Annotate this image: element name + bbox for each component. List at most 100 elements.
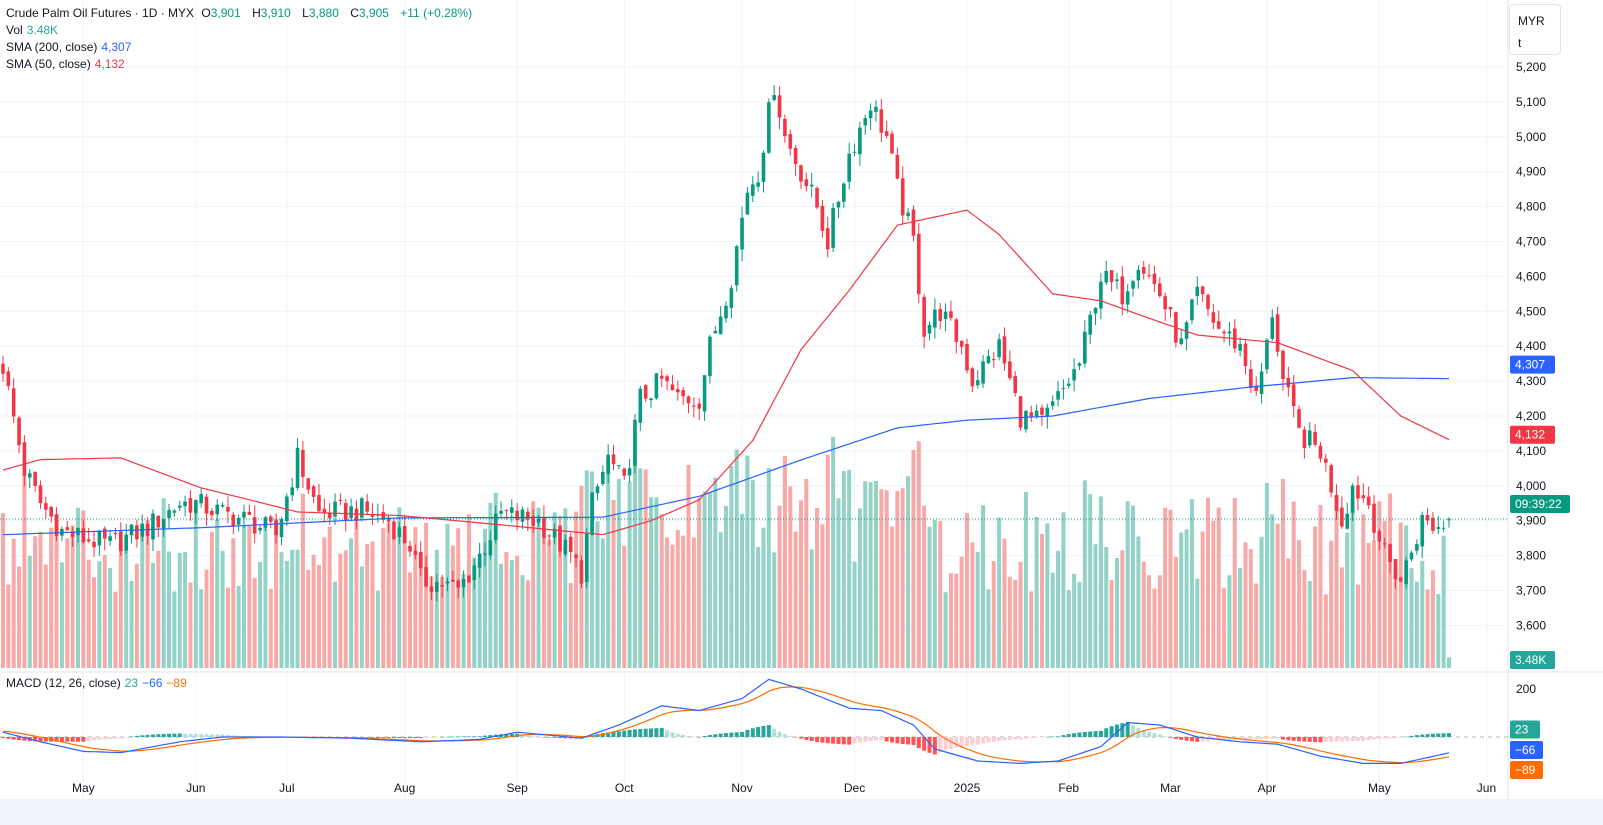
sma200-legend[interactable]: SMA (200, close) 4,307 <box>6 39 135 55</box>
candle-body <box>606 454 610 474</box>
candle-body <box>831 208 835 248</box>
candle-body <box>734 246 739 286</box>
sma50-legend[interactable]: SMA (50, close) 4,132 <box>6 56 129 72</box>
sma200-label: SMA (200, close) <box>6 40 98 54</box>
volume-bar <box>643 469 648 668</box>
volume-bar <box>1 513 5 668</box>
volume-bar <box>54 514 59 668</box>
axes[interactable]: 5,200 5,100 5,000 4,900 4,800 4,700 4,600 4,500… <box>72 60 1546 795</box>
price-tick-label: 4,800 <box>1516 200 1546 214</box>
macd-histogram-bar <box>177 733 182 737</box>
time-tick-label: Feb <box>1058 781 1079 795</box>
candle-body <box>975 380 980 386</box>
candle-body <box>1313 431 1317 445</box>
candle-body <box>729 288 734 308</box>
volume-bar <box>370 541 375 668</box>
macd-histogram-bar <box>654 728 659 737</box>
volume-bar <box>670 544 675 668</box>
macd-histogram-bar <box>1355 737 1360 741</box>
volume-bar <box>1222 588 1227 668</box>
candle-body <box>311 486 316 497</box>
volume-bar <box>1291 501 1296 668</box>
volume-bar <box>215 519 220 668</box>
volume-bar <box>1029 591 1034 668</box>
volume-bar <box>1056 550 1061 668</box>
volume-bar <box>1243 542 1248 668</box>
candle-body <box>595 486 600 494</box>
candle-body <box>1168 307 1173 310</box>
candle-body <box>1184 322 1189 339</box>
candle-body <box>579 560 584 584</box>
candle-body <box>922 296 926 337</box>
volume-bar <box>440 576 445 668</box>
candle-body <box>1425 515 1430 521</box>
volume-bar <box>279 552 284 668</box>
candle-body <box>547 535 552 537</box>
currency-unit-selector[interactable]: MYR t <box>1509 4 1561 55</box>
macd-histogram-bar <box>1425 734 1430 737</box>
macd-line-badge-text: −66 <box>1515 743 1536 757</box>
candle-body <box>622 468 627 476</box>
macd-histogram-bar <box>600 733 605 737</box>
candle-body <box>1222 331 1226 334</box>
macd-histogram-bar <box>932 737 937 755</box>
candle-body <box>242 511 246 518</box>
macd-histogram-bar <box>873 737 878 741</box>
volume-bar <box>1270 514 1275 668</box>
candle-body <box>1409 552 1414 560</box>
macd-histogram-bar <box>472 736 477 737</box>
symbol-legend[interactable]: Crude Palm Oil Futures · 1D · MYX O3,901… <box>6 5 476 21</box>
time-tick-label: Jul <box>279 781 294 795</box>
volume-bar <box>873 480 878 668</box>
volume-legend[interactable]: Vol 3.48K <box>6 22 62 38</box>
candle-body <box>1302 429 1307 449</box>
candle-body <box>943 311 948 320</box>
volume-bar <box>745 455 750 668</box>
macd-line-badge <box>1510 741 1543 759</box>
candle-body <box>301 449 305 477</box>
candle-body <box>493 513 498 540</box>
volume-bar <box>841 471 846 668</box>
macd-histogram-bar <box>1409 735 1414 737</box>
candle-body <box>568 536 573 552</box>
macd-histogram-bar <box>643 728 648 737</box>
volume-bar <box>188 582 193 668</box>
macd-histogram-bar <box>938 737 943 753</box>
time-tick-label: Jun <box>1477 781 1496 795</box>
candle-body <box>777 95 782 118</box>
macd-histogram-bar <box>456 736 461 738</box>
candle-body <box>772 95 776 100</box>
candle-body <box>370 513 375 517</box>
candle-body <box>167 509 171 519</box>
macd-legend[interactable]: MACD (12, 26, close) 23 −66 −89 <box>6 675 191 691</box>
volume-bar <box>1200 531 1205 668</box>
candle-body <box>397 527 402 538</box>
volume-bar <box>493 492 498 668</box>
macd-histogram-bar <box>943 737 948 751</box>
price-tick-label: 5,000 <box>1516 130 1546 144</box>
macd-histogram-bar <box>1307 737 1312 742</box>
macd-pane <box>0 678 1508 765</box>
volume-bar <box>349 538 354 668</box>
candle-body <box>927 324 932 334</box>
volume-bar <box>199 589 204 668</box>
volume-bar <box>1323 594 1328 668</box>
volume-bar <box>1066 590 1071 668</box>
volume-bar <box>1388 493 1393 668</box>
volume-bar <box>718 532 723 668</box>
macd-signal-value: −89 <box>166 676 187 690</box>
macd-label: MACD (12, 26, close) <box>6 676 121 690</box>
volume-bar <box>884 490 889 668</box>
candle-body <box>113 532 118 535</box>
volume-bar <box>1227 575 1232 668</box>
candle-body <box>1115 279 1119 282</box>
volume-bar <box>450 545 455 668</box>
macd-histogram-bar <box>172 733 177 737</box>
moving-averages <box>0 209 1508 536</box>
candle-body <box>231 514 236 527</box>
macd-hist-value: 23 <box>124 676 139 690</box>
volume-bar <box>445 523 450 668</box>
macd-histogram-bar <box>766 725 771 737</box>
candle-body <box>1216 321 1221 329</box>
